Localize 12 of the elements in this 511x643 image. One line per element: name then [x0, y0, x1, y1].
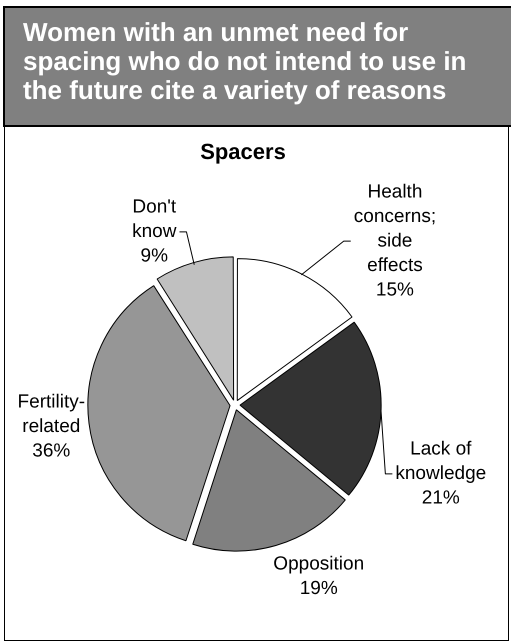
data-label: 9% — [140, 246, 168, 267]
chart-subtitle: Spacers — [199, 139, 287, 165]
slice-label: Don't know — [132, 196, 177, 242]
data-label: 15% — [376, 279, 414, 300]
data-label: 19% — [300, 578, 338, 600]
data-label: 21% — [422, 488, 460, 509]
slice-label: Opposition — [273, 554, 364, 575]
slice-label: Health concerns; side effects — [354, 181, 436, 276]
slice-label: Lack of knowledge — [395, 438, 486, 484]
data-label: 36% — [32, 440, 70, 462]
slice-label: Fertility-related — [18, 392, 86, 438]
chart-title: Women with an unmet need for spacing who do not intend to use in the future cite a variety of reasons — [23, 17, 468, 105]
